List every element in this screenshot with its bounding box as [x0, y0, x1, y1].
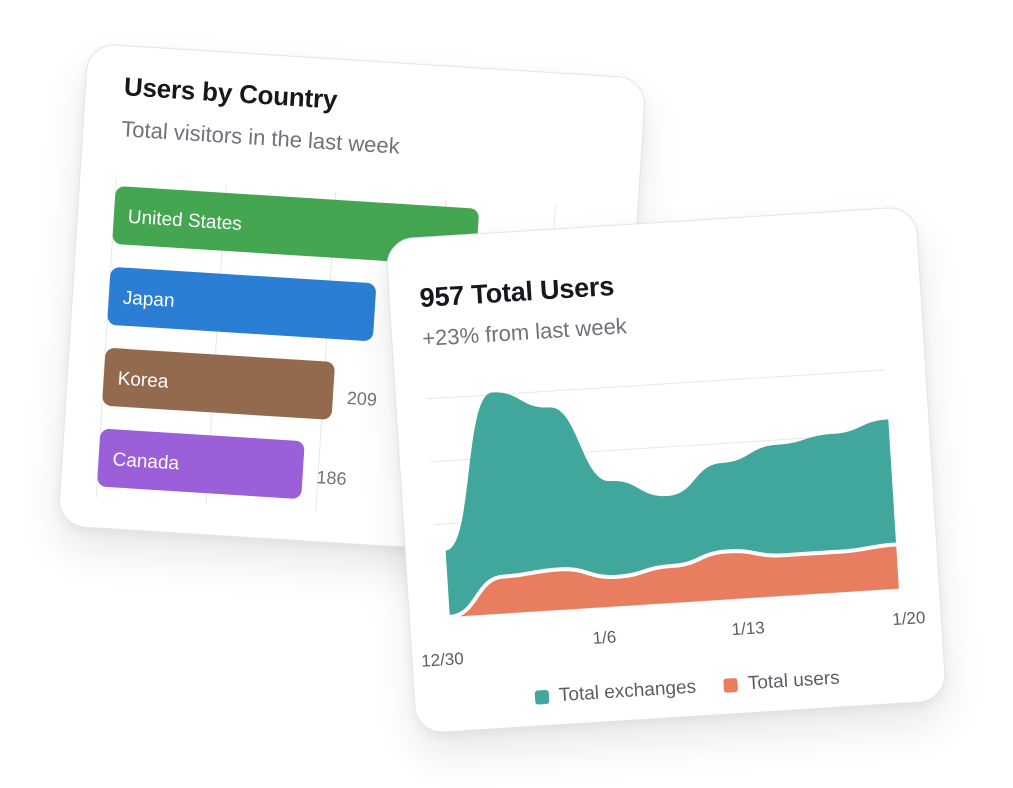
area-total-exchanges	[445, 392, 897, 617]
users-by-country-card: Users by Country Total visitors in the l…	[57, 42, 647, 562]
bar-united-states	[112, 186, 479, 267]
bar-japan	[107, 267, 376, 341]
legend-swatch-total-users	[723, 677, 739, 693]
x-tick-label: 12/30	[421, 649, 465, 671]
bar-value-label: 209	[346, 388, 377, 410]
bar-canada	[97, 429, 305, 499]
users-area-chart: 12/30 1/6 1/13 1/20	[421, 369, 926, 671]
x-tick-label: 1/20	[892, 608, 926, 629]
area-total-users	[449, 544, 899, 617]
x-tick-label: 1/13	[731, 618, 765, 639]
legend-swatch-total-exchanges	[534, 689, 550, 705]
total-users-card: 957 Total Users +23% from last week 12/3…	[384, 205, 948, 735]
bar-category-label: Japan	[122, 288, 175, 312]
bar-category-label: Korea	[117, 368, 169, 392]
x-tick-label: 1/6	[592, 627, 617, 647]
area-series-separator	[449, 542, 897, 619]
bar-value-label: 186	[316, 467, 347, 489]
bar-korea	[102, 348, 335, 420]
bar-category-label: Canada	[112, 449, 180, 474]
